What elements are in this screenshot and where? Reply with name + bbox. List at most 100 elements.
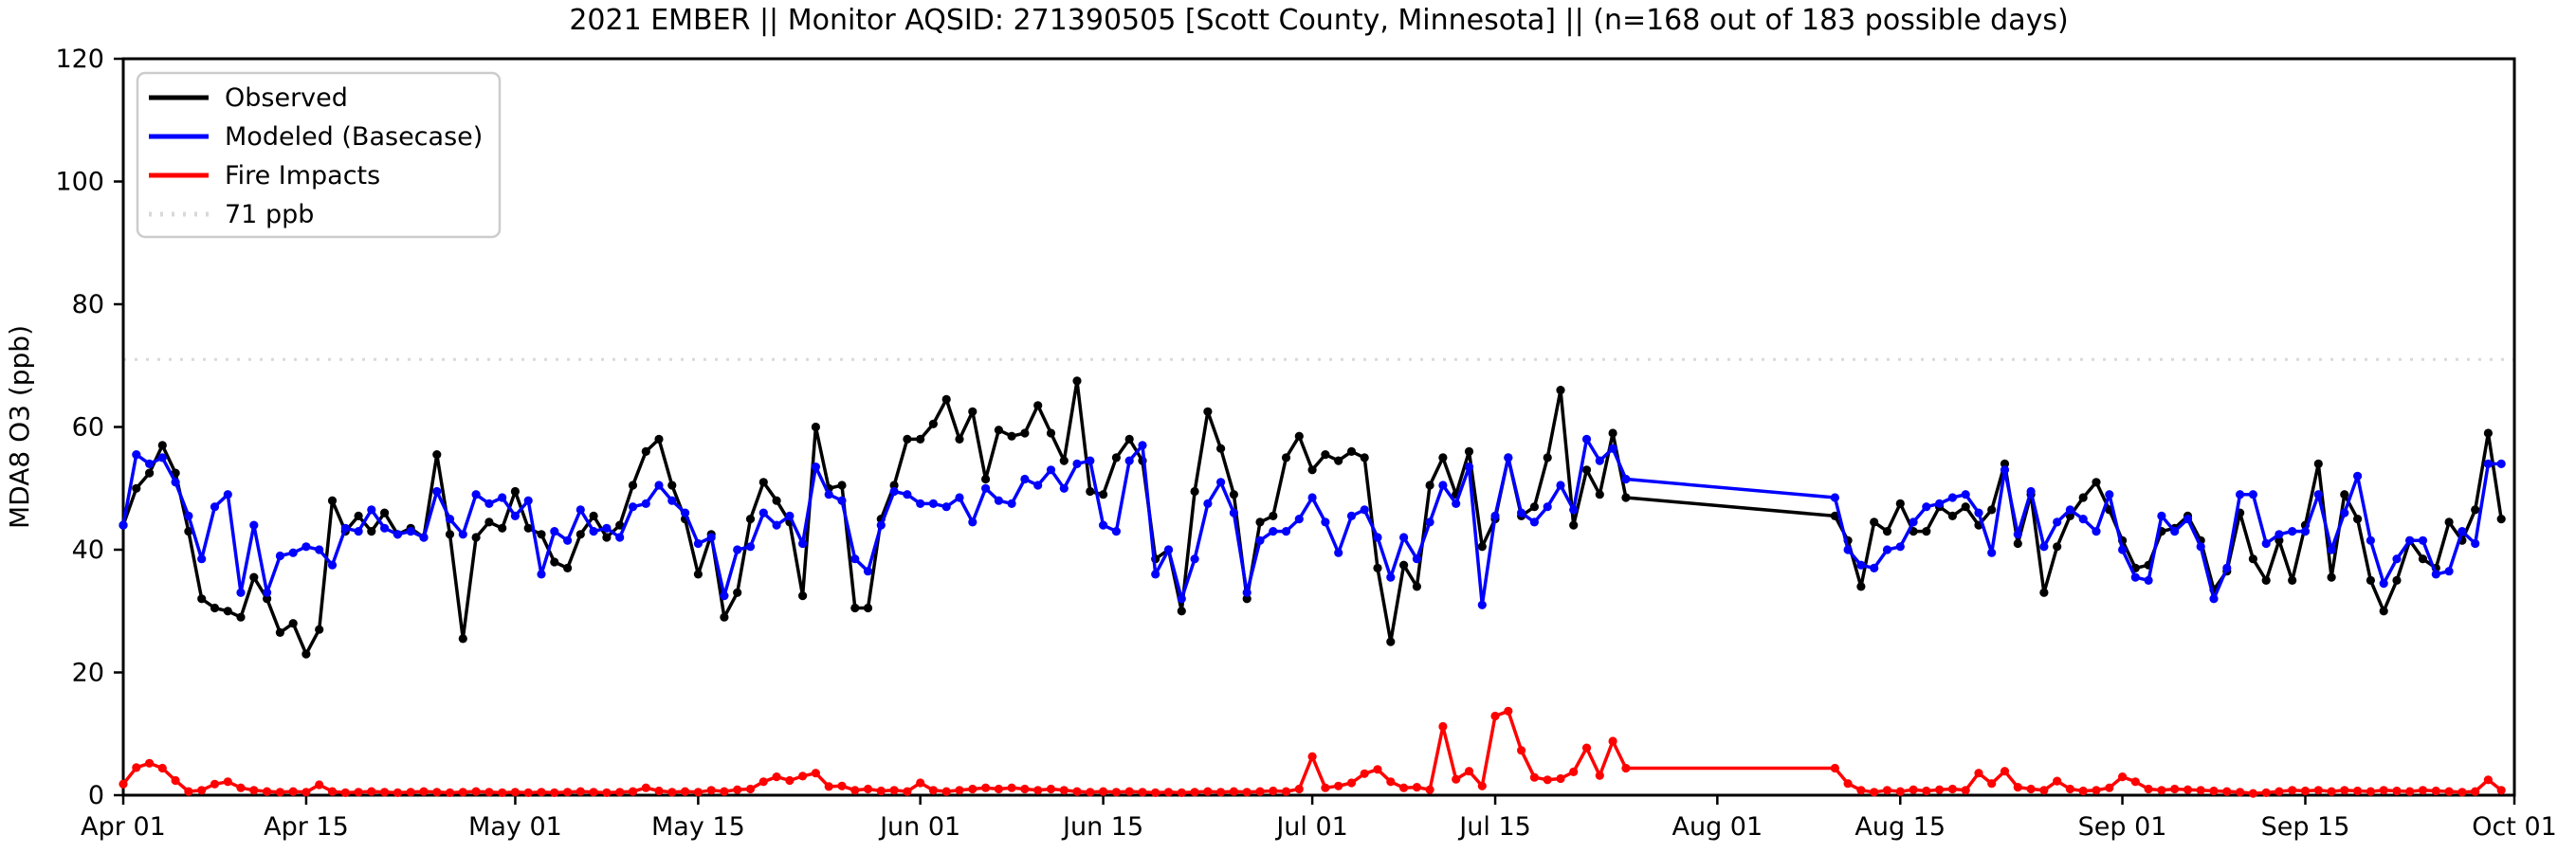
data-point — [445, 530, 455, 539]
data-point — [994, 496, 1003, 505]
data-point — [994, 426, 1003, 435]
data-point — [1556, 481, 1565, 490]
data-point — [733, 545, 742, 554]
data-point — [824, 490, 833, 499]
data-point — [2236, 788, 2245, 797]
data-point — [1438, 481, 1448, 490]
data-point — [916, 778, 925, 788]
data-point — [575, 505, 585, 515]
data-point — [1543, 775, 1552, 785]
data-point — [1987, 779, 1997, 789]
data-point — [1007, 499, 1016, 509]
data-point — [981, 474, 991, 484]
data-point — [2222, 563, 2232, 573]
data-point — [406, 788, 415, 797]
data-point — [968, 407, 977, 416]
data-point — [1138, 441, 1147, 450]
data-point — [850, 554, 860, 564]
data-point — [1909, 785, 1918, 794]
data-point — [1163, 545, 1174, 554]
data-point — [484, 788, 494, 797]
data-point — [2222, 787, 2232, 796]
data-point — [863, 567, 873, 576]
data-point — [2353, 786, 2363, 796]
data-point — [2288, 786, 2297, 795]
data-point — [288, 619, 298, 628]
data-point — [1190, 788, 1199, 797]
data-point — [2405, 535, 2415, 545]
x-tick-label: Jun 15 — [1061, 812, 1143, 842]
data-point — [1490, 511, 1500, 521]
data-point — [2366, 535, 2375, 545]
data-point — [419, 533, 429, 542]
data-point — [2000, 465, 2010, 475]
data-point — [1255, 787, 1265, 796]
data-point — [2392, 575, 2402, 586]
data-point — [1242, 588, 1251, 597]
data-point — [2236, 490, 2245, 499]
series-line-observed — [121, 379, 2503, 656]
data-point — [132, 483, 141, 493]
data-point — [2405, 787, 2415, 796]
data-point — [733, 785, 742, 794]
data-point — [315, 545, 324, 554]
data-point — [1922, 502, 1931, 512]
data-point — [2261, 538, 2271, 549]
data-point — [615, 533, 625, 542]
data-point — [1581, 743, 1592, 753]
data-point — [2392, 786, 2402, 796]
data-point — [301, 649, 311, 659]
data-point — [1830, 763, 1839, 773]
data-point — [1046, 428, 1056, 438]
data-point — [2248, 490, 2257, 499]
data-point — [1856, 560, 1866, 570]
data-point — [2340, 786, 2349, 795]
data-point — [498, 788, 507, 798]
data-point — [1334, 548, 1343, 557]
data-point — [2026, 784, 2036, 794]
data-point — [1412, 783, 1421, 792]
data-point — [1935, 785, 1945, 794]
data-point — [315, 780, 324, 789]
data-point — [1086, 456, 1095, 465]
data-point — [1399, 533, 1409, 542]
data-point — [1190, 554, 1199, 564]
data-point — [145, 758, 155, 768]
data-point — [2366, 787, 2375, 796]
data-point — [157, 453, 167, 463]
data-point — [1346, 778, 1357, 788]
data-point — [1151, 570, 1160, 579]
data-point — [1438, 721, 1448, 732]
data-point — [2431, 570, 2440, 579]
data-point — [1033, 401, 1043, 410]
data-point — [157, 441, 167, 450]
data-point — [2313, 490, 2323, 499]
data-point — [1425, 481, 1434, 490]
data-point — [1595, 456, 1604, 465]
data-point — [445, 515, 455, 524]
data-point — [2275, 787, 2284, 796]
data-point — [1072, 376, 1082, 386]
data-point — [1334, 781, 1343, 790]
data-point — [745, 542, 756, 552]
data-point — [654, 434, 664, 444]
data-point — [301, 542, 311, 552]
data-point — [1947, 784, 1957, 794]
data-point — [628, 502, 638, 512]
data-point — [2065, 505, 2074, 515]
data-point — [1464, 767, 1474, 776]
data-point — [2496, 459, 2506, 468]
data-point — [2039, 588, 2049, 597]
data-point — [510, 788, 521, 797]
data-point — [184, 511, 193, 521]
data-point — [523, 496, 533, 505]
legend-label-modeled-basecase-: Modeled (Basecase) — [225, 122, 483, 152]
data-point — [171, 775, 180, 786]
data-point — [498, 493, 507, 502]
data-point — [1373, 765, 1382, 774]
data-point — [2457, 527, 2467, 536]
data-point — [654, 481, 664, 490]
data-point — [537, 530, 546, 539]
data-point — [720, 591, 729, 601]
data-point — [1386, 777, 1396, 787]
